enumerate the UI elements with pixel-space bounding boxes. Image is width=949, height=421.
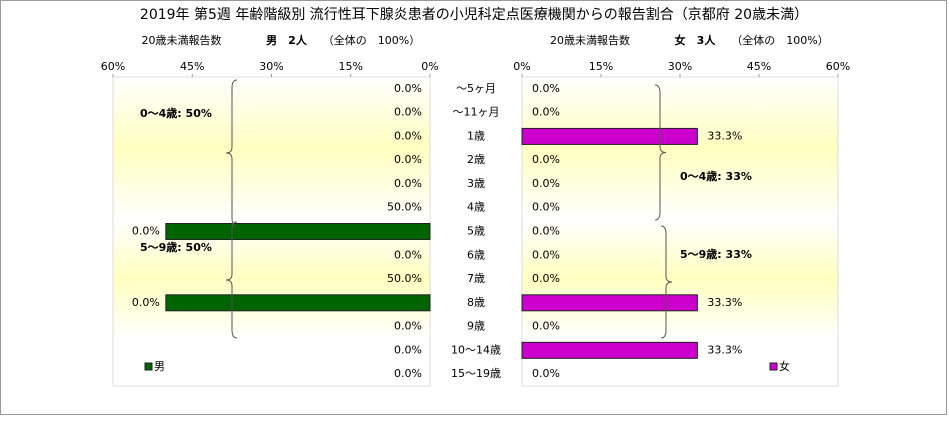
brace — [660, 225, 673, 339]
x-tick-label: 30% — [259, 60, 283, 73]
category-label: ～11ヶ月 — [453, 106, 500, 119]
value-label: 0.0% — [532, 82, 560, 95]
category-label: 3歳 — [467, 177, 485, 190]
category-label: 5歳 — [467, 225, 485, 238]
value-label: 0.0% — [532, 225, 560, 238]
brace — [654, 84, 667, 221]
value-label: 0.0% — [532, 248, 560, 261]
category-label: 6歳 — [467, 248, 485, 261]
value-label: 33.3% — [707, 343, 742, 356]
x-tick-label: 45% — [180, 60, 204, 73]
category-label: 4歳 — [467, 201, 485, 214]
x-tick-label: 0% — [421, 60, 438, 73]
value-label: 0.0% — [532, 272, 560, 285]
x-tick-label: 0% — [513, 60, 530, 73]
value-label: 0.0% — [532, 153, 560, 166]
legend-swatch — [144, 362, 153, 371]
annotation: 5～9歳: 50% — [140, 240, 212, 254]
value-label: 0.0% — [394, 248, 422, 261]
value-label: 0.0% — [532, 201, 560, 214]
annotation: 0～4歳: 50% — [140, 106, 212, 120]
value-label: 33.3% — [707, 129, 742, 142]
category-label: ～5ヶ月 — [456, 82, 496, 95]
bar — [521, 341, 698, 359]
annotation: 5～9歳: 33% — [680, 247, 752, 261]
plot-band — [113, 77, 430, 220]
value-label: 0.0% — [394, 367, 422, 380]
brace — [225, 221, 238, 339]
value-label: 0.0% — [532, 367, 560, 380]
annotation: 0～4歳: 33% — [680, 169, 752, 183]
x-tick-label: 15% — [339, 60, 363, 73]
legend-swatch — [769, 362, 778, 371]
legend-label: 男 — [154, 360, 165, 373]
category-label: 8歳 — [467, 296, 485, 309]
value-label: 0.0% — [394, 106, 422, 119]
value-label: 33.3% — [707, 296, 742, 309]
value-label: 0.0% — [132, 225, 160, 238]
category-label: 10～14歳 — [451, 343, 501, 356]
value-label: 50.0% — [387, 272, 422, 285]
panel-share: （全体の 100%） — [731, 33, 828, 47]
category-label: 9歳 — [467, 320, 485, 333]
category-label: 2歳 — [467, 153, 485, 166]
value-label: 0.0% — [532, 177, 560, 190]
category-label: 1歳 — [467, 129, 485, 142]
x-tick-label: 60% — [101, 60, 125, 73]
value-label: 0.0% — [394, 320, 422, 333]
value-label: 0.0% — [394, 82, 422, 95]
value-label: 0.0% — [394, 153, 422, 166]
value-label: 0.0% — [532, 320, 560, 333]
value-label: 0.0% — [532, 106, 560, 119]
x-tick-label: 60% — [826, 60, 850, 73]
value-label: 0.0% — [132, 296, 160, 309]
x-tick-label: 45% — [747, 60, 771, 73]
panel-total: 女 3人 — [675, 33, 717, 47]
bar — [521, 294, 698, 312]
category-label: 7歳 — [467, 272, 485, 285]
panel-header: 20歳未満報告数 — [142, 34, 222, 47]
bar — [521, 127, 698, 145]
bar — [165, 294, 431, 312]
plot-band — [522, 219, 838, 339]
x-tick-label: 30% — [668, 60, 692, 73]
value-label: 0.0% — [394, 177, 422, 190]
category-label: 15～19歳 — [451, 367, 501, 380]
plot-band — [522, 77, 838, 220]
brace — [225, 79, 238, 227]
chart-title: 2019年 第5週 年齢階級別 流行性耳下腺炎患者の小児科定点医療機関からの報告… — [140, 6, 808, 23]
panel-share: （全体の 100%） — [323, 33, 420, 47]
panel-total: 男 2人 — [266, 33, 308, 47]
panel-header: 20歳未満報告数 — [550, 34, 630, 47]
x-tick-label: 15% — [589, 60, 613, 73]
legend-label: 女 — [779, 359, 790, 373]
value-label: 50.0% — [387, 201, 422, 214]
bar — [165, 223, 431, 240]
value-label: 0.0% — [394, 343, 422, 356]
value-label: 0.0% — [394, 129, 422, 142]
